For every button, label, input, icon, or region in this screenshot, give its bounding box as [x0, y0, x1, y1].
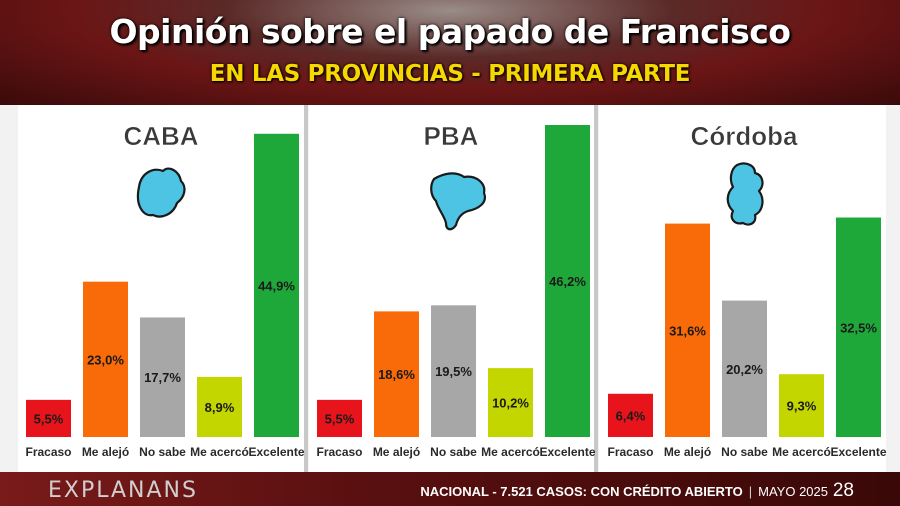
bar-1	[26, 399, 71, 437]
data-label: 20,2%	[726, 362, 763, 377]
footer-source: NACIONAL - 7.521 CASOS: CON CRÉDITO ABIE…	[420, 484, 828, 499]
bar-2	[665, 223, 710, 437]
category-label: Me acercó	[481, 445, 540, 459]
bar-4	[197, 376, 242, 437]
data-label: 19,5%	[435, 364, 472, 379]
data-label: 5,5%	[325, 411, 355, 426]
page-title: Opinión sobre el papado de Francisco	[109, 12, 791, 51]
province-map-icon	[136, 167, 186, 218]
data-label: 9,3%	[787, 399, 817, 414]
data-label: 31,6%	[669, 323, 706, 338]
category-label: Excelente	[830, 445, 886, 459]
data-label: 44,9%	[258, 278, 295, 293]
bar-2	[83, 281, 128, 437]
data-label: 46,2%	[549, 274, 586, 289]
footer-source-label: NACIONAL - 7.521 CASOS: CON CRÉDITO ABIE…	[420, 484, 743, 499]
category-label: Fracaso	[607, 445, 653, 459]
province-map-shape	[430, 172, 486, 231]
bar-3	[140, 317, 185, 437]
data-label: 10,2%	[492, 396, 529, 411]
category-label: Me alejó	[82, 445, 129, 459]
category-label: Excelente	[248, 445, 304, 459]
brand-logo: EXPLANANS	[48, 478, 198, 503]
panel-divider	[594, 105, 598, 472]
category-label: Excelente	[539, 445, 595, 459]
footer-bar	[0, 472, 900, 506]
category-label: Fracaso	[25, 445, 71, 459]
data-label: 18,6%	[378, 367, 415, 382]
data-label: 8,9%	[205, 400, 235, 415]
page-number: 28	[832, 480, 854, 501]
category-label: No sabe	[139, 445, 186, 459]
chart-title: PBA	[424, 121, 479, 151]
bar-3	[722, 300, 767, 437]
category-label: Me acercó	[190, 445, 249, 459]
chart-panel-3: Córdoba 6,4% Fracaso 31,6% Me alejó 20,2% No s…	[599, 105, 887, 472]
bar-5	[836, 217, 881, 437]
bar-4	[779, 374, 824, 437]
bar-5	[254, 133, 299, 437]
data-label: 6,4%	[616, 408, 646, 423]
bar-2	[374, 311, 419, 437]
category-label: No sabe	[430, 445, 477, 459]
category-label: No sabe	[721, 445, 768, 459]
province-map-shape	[726, 162, 764, 226]
province-map-shape	[136, 167, 186, 218]
chart-panel-2: PBA 5,5% Fracaso 18,6% Me alejó 19,5% No sabe 1…	[309, 105, 596, 472]
footer-date: MAYO 2025	[758, 484, 828, 499]
data-label: 23,0%	[87, 352, 124, 367]
charts-area: CABA 5,5% Fracaso 23,0% Me alejó 17,7% No sabe…	[18, 105, 887, 472]
page-subtitle: EN LAS PROVINCIAS - PRIMERA PARTE	[209, 61, 691, 87]
bar-1	[608, 393, 653, 437]
province-map-icon	[430, 172, 486, 231]
data-label: 17,7%	[144, 370, 181, 385]
chart-title: Córdoba	[691, 121, 798, 151]
bar-5	[545, 125, 590, 437]
data-label: 5,5%	[34, 411, 64, 426]
category-label: Me alejó	[373, 445, 420, 459]
category-label: Fracaso	[316, 445, 362, 459]
chart-panel-1: CABA 5,5% Fracaso 23,0% Me alejó 17,7% No sabe…	[18, 105, 305, 472]
chart-title: CABA	[123, 121, 198, 151]
header-background	[0, 0, 900, 105]
panel-divider	[304, 105, 308, 472]
bar-4	[488, 368, 533, 437]
category-label: Me acercó	[772, 445, 831, 459]
province-map-icon	[726, 162, 764, 226]
data-label: 32,5%	[840, 320, 877, 335]
bar-3	[431, 305, 476, 437]
category-label: Me alejó	[664, 445, 711, 459]
bar-1	[317, 399, 362, 437]
